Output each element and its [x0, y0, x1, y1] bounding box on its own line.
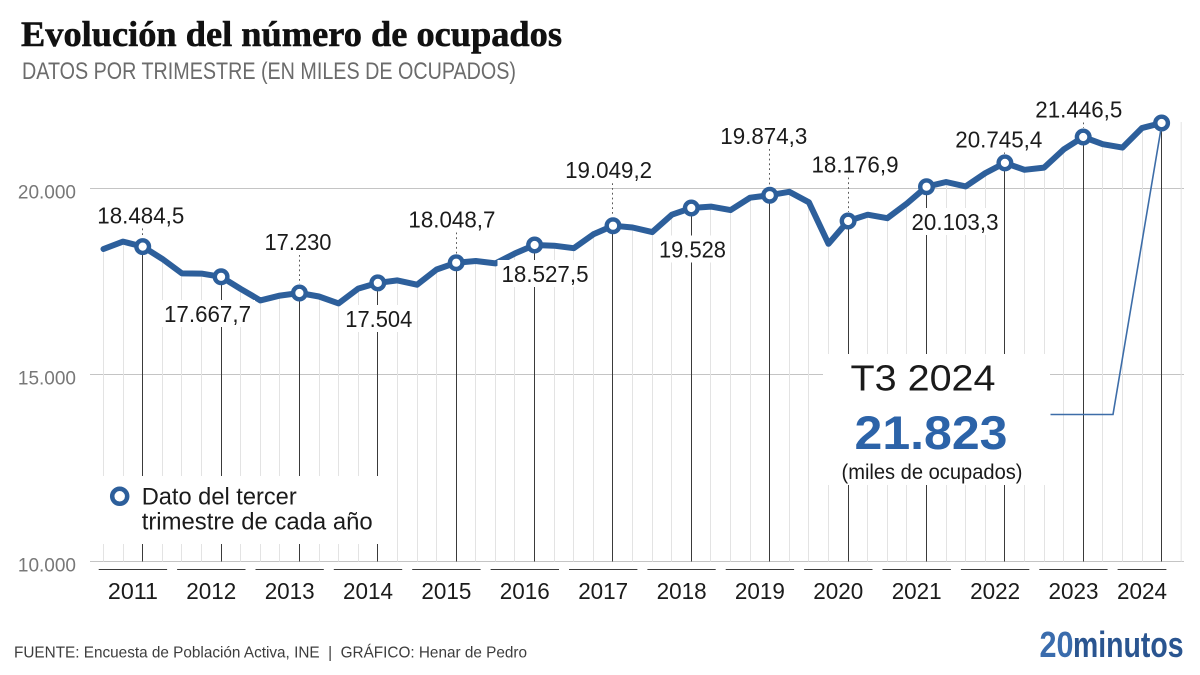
svg-text:20.000: 20.000: [18, 182, 76, 203]
svg-text:20: 20: [1040, 624, 1074, 665]
svg-text:19.049,2: 19.049,2: [565, 157, 652, 183]
svg-text:2014: 2014: [343, 578, 393, 604]
svg-text:minutos: minutos: [1073, 624, 1184, 665]
svg-text:2016: 2016: [500, 578, 550, 604]
svg-text:20.745,4: 20.745,4: [955, 127, 1042, 153]
svg-text:21.823: 21.823: [855, 406, 1008, 459]
svg-text:10.000: 10.000: [18, 555, 76, 576]
svg-text:2017: 2017: [578, 578, 628, 604]
svg-text:(miles de ocupados): (miles de ocupados): [842, 461, 1023, 484]
svg-text:2019: 2019: [735, 578, 785, 604]
svg-text:17.667,7: 17.667,7: [164, 301, 251, 327]
svg-text:2012: 2012: [186, 578, 236, 604]
svg-text:2011: 2011: [108, 578, 158, 604]
svg-text:20.103,3: 20.103,3: [912, 209, 999, 235]
svg-text:19.874,3: 19.874,3: [720, 123, 807, 149]
svg-text:trimestre de cada año: trimestre de cada año: [142, 508, 373, 535]
svg-text:2015: 2015: [421, 578, 471, 604]
svg-text:T3 2024: T3 2024: [851, 358, 996, 399]
svg-text:21.446,5: 21.446,5: [1035, 97, 1122, 123]
svg-text:2020: 2020: [813, 578, 863, 604]
svg-text:2024: 2024: [1117, 578, 1167, 604]
svg-text:2021: 2021: [892, 578, 942, 604]
svg-text:17.504: 17.504: [345, 306, 412, 332]
svg-text:2013: 2013: [265, 578, 315, 604]
svg-text:2023: 2023: [1049, 578, 1099, 604]
svg-text:Evolución del número de ocupad: Evolución del número de ocupados: [21, 14, 562, 54]
svg-text:17.230: 17.230: [265, 229, 332, 255]
svg-text:19.528: 19.528: [659, 237, 726, 263]
svg-text:18.527,5: 18.527,5: [502, 261, 589, 287]
svg-text:2022: 2022: [970, 578, 1020, 604]
svg-text:18.048,7: 18.048,7: [408, 207, 495, 233]
svg-text:18.484,5: 18.484,5: [97, 202, 184, 228]
svg-text:DATOS POR TRIMESTRE (EN MILES: DATOS POR TRIMESTRE (EN MILES DE OCUPADO…: [22, 58, 516, 85]
svg-text:Dato del tercer: Dato del tercer: [142, 484, 297, 511]
svg-text:18.176,9: 18.176,9: [812, 152, 899, 178]
svg-text:FUENTE: Encuesta de Población: FUENTE: Encuesta de Población Activa, IN…: [14, 643, 527, 662]
svg-text:15.000: 15.000: [18, 368, 76, 389]
svg-text:2018: 2018: [657, 578, 707, 604]
